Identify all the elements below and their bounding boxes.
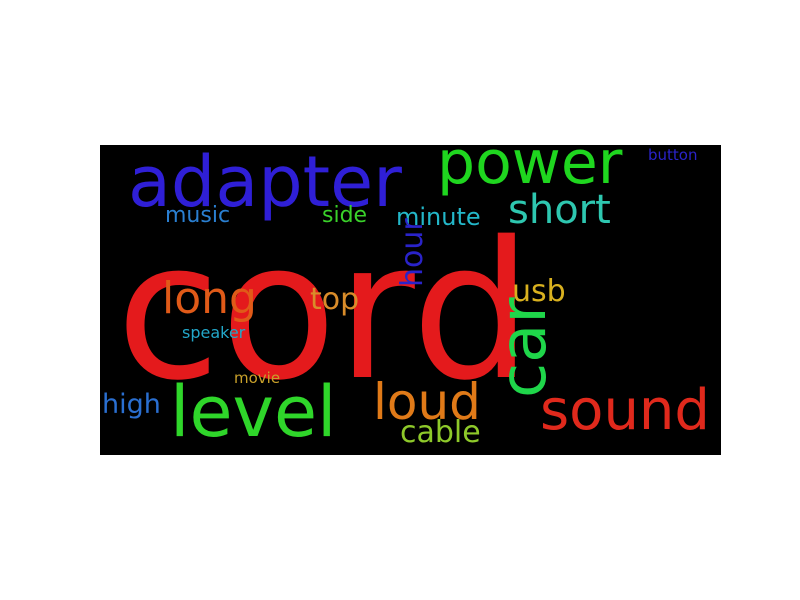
word-sound: sound bbox=[540, 378, 710, 443]
word-short: short bbox=[508, 187, 611, 233]
word-music: music bbox=[165, 203, 231, 228]
word-movie: movie bbox=[234, 369, 281, 387]
word-cloud: cord adapter power short button music si… bbox=[100, 145, 721, 455]
word-long: long bbox=[162, 273, 257, 324]
word-speaker: speaker bbox=[182, 323, 246, 342]
word-power: power bbox=[437, 145, 623, 198]
word-level: level bbox=[170, 371, 337, 453]
word-hour: hour bbox=[395, 218, 430, 287]
word-cable: cable bbox=[400, 415, 481, 450]
word-button: button bbox=[648, 146, 698, 164]
word-top: top bbox=[310, 282, 360, 317]
word-adapter: adapter bbox=[128, 145, 402, 223]
word-high: high bbox=[102, 389, 161, 420]
word-side: side bbox=[322, 203, 368, 228]
word-cord: cord bbox=[116, 201, 533, 422]
word-minute: minute bbox=[396, 203, 481, 231]
word-loud: loud bbox=[373, 373, 481, 431]
word-usb: usb bbox=[512, 274, 566, 309]
